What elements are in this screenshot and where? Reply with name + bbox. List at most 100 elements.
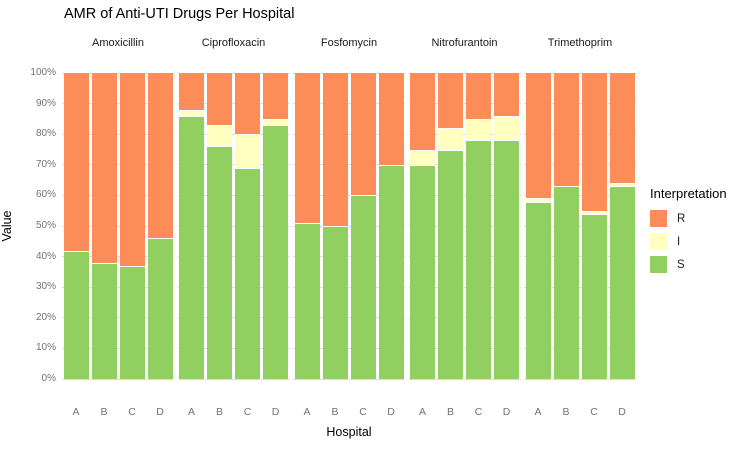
facet-strip-label: Amoxicillin [92, 37, 144, 49]
bar-segment-r [322, 73, 348, 226]
gridline [293, 256, 405, 258]
bar-segment-i [235, 134, 260, 168]
bar-hospital-a [179, 73, 204, 379]
bar-hospital-c [350, 73, 376, 379]
bar-segment-r [207, 73, 232, 126]
bar-hospital-b [553, 73, 579, 379]
gridline [177, 317, 290, 319]
bar-hospital-b [438, 73, 463, 379]
gridline [524, 256, 636, 258]
y-tick-label: 80% [35, 128, 56, 140]
bar-hospital-a [410, 73, 435, 379]
gridline [293, 194, 405, 196]
x-tick-labels: A B C D [293, 406, 405, 418]
bar-segment-r [263, 73, 288, 119]
bar-segment-r [63, 73, 89, 251]
x-tick-label: A [72, 406, 80, 418]
bar-segment-i [494, 115, 519, 141]
gridline [293, 317, 405, 319]
facet-strip-label: Fosfomycin [320, 37, 378, 49]
bar-segment-s [294, 222, 320, 379]
gridline [177, 164, 290, 166]
facet-panel [62, 72, 174, 380]
gridline [293, 133, 405, 135]
bar-segment-r [410, 73, 435, 150]
gridline [62, 72, 174, 74]
bar-segment-i [466, 118, 491, 141]
x-tick-label: A [303, 406, 311, 418]
gridline [62, 378, 174, 380]
bars-group [178, 73, 290, 379]
legend-entry-r: R [650, 210, 727, 227]
y-tick-label: 20% [35, 311, 56, 323]
bar-segment-r [438, 73, 463, 129]
bar-hospital-b [322, 73, 348, 379]
bar-segment-r [119, 73, 145, 266]
bar-segment-s [147, 238, 173, 379]
facet-panel [524, 72, 636, 380]
gridline [408, 103, 521, 105]
facet-strip-label: Trimethoprim [547, 37, 613, 49]
x-tick-label: D [156, 406, 164, 418]
x-tick-label: D [618, 406, 626, 418]
x-tick-label: B [215, 406, 223, 418]
facet-col-ciprofloxacin: Ciprofloxacin A B C D [177, 37, 290, 437]
bar-segment-s [235, 167, 260, 379]
bar-segment-s [494, 140, 519, 379]
bar-segment-s [263, 125, 288, 379]
bar-segment-s [525, 201, 551, 379]
gridline [408, 194, 521, 196]
facet-panel [177, 72, 290, 380]
facet-col-trimethoprim: Trimethoprim A B C D [524, 37, 636, 437]
bar-hospital-d [494, 73, 519, 379]
gridline [62, 133, 174, 135]
gridline [62, 225, 174, 227]
x-tick-label: B [562, 406, 570, 418]
facet-strip-label: Nitrofurantoin [431, 37, 498, 49]
gridline [177, 378, 290, 380]
bars-group [524, 72, 636, 379]
gridline [408, 347, 521, 349]
bar-segment-r [91, 73, 117, 263]
bar-segment-r [494, 73, 519, 116]
bar-segment-s [119, 265, 145, 379]
bar-segment-s [581, 213, 607, 379]
bar-segment-s [438, 149, 463, 379]
gridline [293, 103, 405, 105]
bar-segment-s [553, 186, 579, 379]
x-axis-title: Hospital [326, 425, 372, 439]
bar-hospital-c [581, 73, 607, 379]
x-tick-label: C [474, 406, 483, 418]
gridline [62, 317, 174, 319]
x-tick-labels: A B C D [62, 406, 174, 418]
x-tick-label: C [243, 406, 252, 418]
gridline [408, 164, 521, 166]
gridline [62, 286, 174, 288]
bar-segment-s [91, 262, 117, 379]
bar-segment-r [581, 73, 607, 211]
bar-hospital-b [207, 73, 232, 379]
gridline [408, 225, 521, 227]
bar-segment-r [179, 73, 204, 110]
legend-title: Interpretation [650, 186, 727, 201]
bar-hospital-a [294, 73, 320, 379]
y-tick-label: 10% [35, 342, 56, 354]
gridline [177, 72, 290, 74]
bar-segment-r [525, 72, 551, 199]
gridline [293, 72, 405, 74]
x-tick-label: D [387, 406, 395, 418]
facet-panel [408, 72, 521, 380]
gridline [62, 103, 174, 105]
facet-strip-label: Ciprofloxacin [201, 37, 266, 49]
bar-segment-s [63, 250, 89, 379]
bars-group [293, 73, 405, 379]
x-tick-label: A [534, 406, 542, 418]
gridline [524, 194, 636, 196]
legend-label: R [677, 212, 686, 225]
y-tick-label: 90% [35, 97, 56, 109]
bar-segment-i [207, 125, 232, 147]
bar-segment-r [553, 73, 579, 187]
x-tick-label: C [590, 406, 598, 418]
gridline [177, 347, 290, 349]
